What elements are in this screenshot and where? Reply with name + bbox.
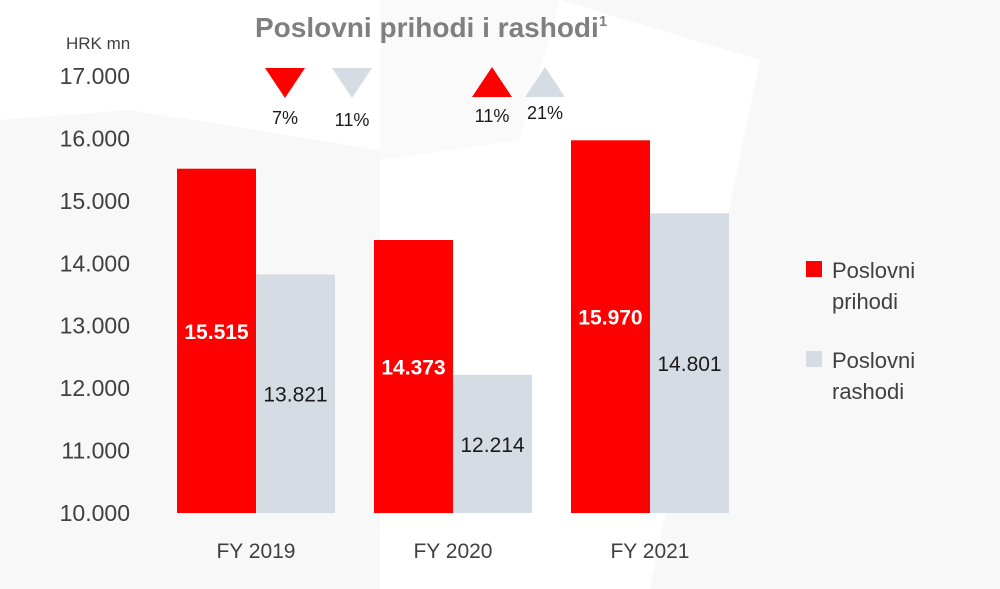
legend-item-rashodi: Poslovni rashodi [806,345,996,435]
chart-title: Poslovni prihodi i rashodi1 [255,12,607,44]
x-tick-label: FY 2020 [413,540,492,563]
bar-value-label: 15.970 [578,307,642,330]
bar-value-label: 14.373 [381,356,445,379]
bar-poslovni-prihodi [571,140,650,513]
y-tick-label: 16.000 [60,125,130,151]
x-tick-label: FY 2019 [216,540,295,563]
legend-swatch-red [806,261,822,277]
y-tick-label: 11.000 [61,438,130,464]
y-tick-label: 12.000 [60,375,130,401]
change-percent-label: 11% [335,110,370,130]
legend-label-line2: prihodi [832,289,899,314]
legend: Poslovni prihodi Poslovni rashodi [806,255,996,435]
change-percent-label: 7% [272,108,298,128]
bar-poslovni-prihodi [374,239,453,513]
change-down-triangle-icon [265,68,305,98]
bar-poslovni-prihodi [177,168,256,513]
bar-value-label: 12.214 [460,434,525,457]
y-axis-unit-label: HRK mn [66,34,131,53]
y-tick-label: 13.000 [60,313,130,339]
chart-title-footnote-marker: 1 [598,13,608,30]
legend-label: Poslovni rashodi [832,345,952,407]
legend-label-line2: rashodi [832,379,905,404]
bar-value-label: 14.801 [657,353,721,376]
background-shape [380,0,560,160]
chart-title-text: Poslovni prihodi i rashodi [255,12,599,43]
bar-value-label: 13.821 [263,384,327,407]
legend-swatch-grey [806,351,822,367]
bar-poslovni-rashodi [256,274,335,513]
y-tick-label: 17.000 [60,63,130,89]
change-up-triangle-icon [525,67,565,97]
bar-poslovni-rashodi [453,374,532,513]
legend-label-line1: Poslovni [832,258,916,283]
y-tick-label: 15.000 [60,188,130,214]
y-tick-label: 10.000 [60,500,130,526]
bar-value-label: 15.515 [184,321,249,344]
change-down-triangle-icon [332,68,372,98]
legend-item-prihodi: Poslovni prihodi [806,255,996,345]
legend-label: Poslovni prihodi [832,255,952,317]
change-percent-label: 11% [475,106,510,126]
change-percent-label: 21% [527,103,563,123]
x-tick-label: FY 2021 [610,540,689,563]
legend-label-line1: Poslovni [832,348,916,373]
change-up-triangle-icon [472,67,512,97]
y-tick-label: 14.000 [60,250,130,276]
background-shape [560,0,1000,589]
bar-poslovni-rashodi [650,213,729,513]
